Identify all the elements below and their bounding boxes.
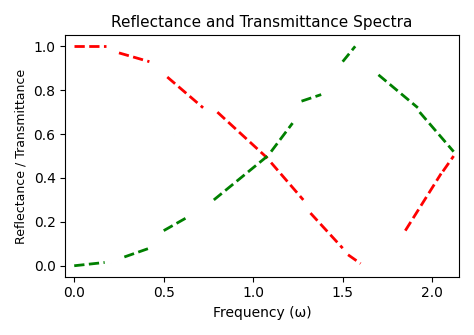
Y-axis label: Reflectance / Transmittance: Reflectance / Transmittance <box>15 68 28 244</box>
Title: Reflectance and Transmittance Spectra: Reflectance and Transmittance Spectra <box>111 15 413 30</box>
X-axis label: Frequency (ω): Frequency (ω) <box>213 306 311 320</box>
